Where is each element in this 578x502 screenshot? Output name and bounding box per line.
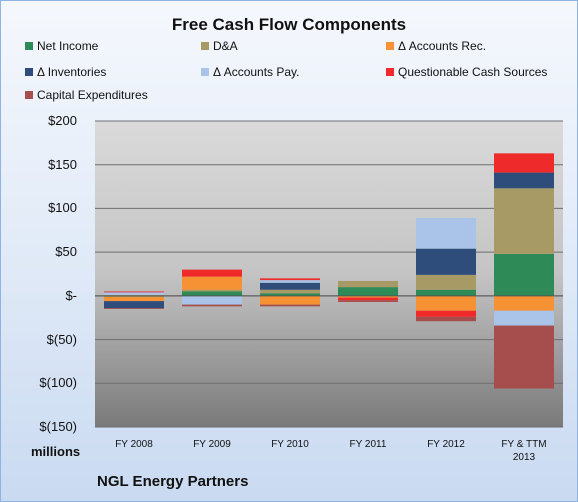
bar-segment-3-5	[416, 295, 476, 311]
bar-segment-7-3	[260, 304, 320, 307]
bar-segment-4-6	[494, 172, 554, 189]
bar-segment-5-1	[104, 292, 164, 295]
bar-segment-2-3	[260, 289, 320, 294]
bar-segment-3-1	[104, 296, 164, 302]
bar-segment-1-3	[260, 293, 320, 296]
legend-swatch	[201, 42, 209, 50]
bar-segment-2-5	[416, 274, 476, 290]
bar-segment-4-3	[260, 282, 320, 290]
legend-label: Questionable Cash Sources	[398, 65, 548, 79]
legend-swatch	[201, 68, 209, 76]
legend-label: Net Income	[37, 39, 99, 53]
bar-segment-5-2	[182, 295, 242, 305]
bar-segment-5-5	[416, 218, 476, 249]
bar-segment-3-6	[494, 295, 554, 311]
legend-item: Δ Accounts Pay.	[201, 65, 300, 79]
bar-segment-4-1	[104, 301, 164, 309]
bar-segment-2-6	[494, 188, 554, 254]
bar-segment-1-6	[494, 253, 554, 296]
x-tick-label: FY 2011	[349, 439, 387, 450]
bar-segment-6-4	[338, 297, 398, 301]
bar-segment-5-6	[494, 310, 554, 326]
bar-segment-3-3	[260, 295, 320, 305]
bar-segment-7-6	[494, 325, 554, 389]
bar-segment-2-4	[338, 280, 398, 288]
y-tick-label: $(100)	[39, 375, 77, 391]
y-tick-label: $(50)	[46, 331, 77, 347]
legend-swatch	[25, 42, 33, 50]
legend-swatch	[386, 68, 394, 76]
y-tick-label: $50	[55, 244, 77, 260]
bar-segment-7-1	[104, 308, 164, 309]
y-tick-label: $150	[48, 156, 77, 172]
company-name: NGL Energy Partners	[97, 473, 249, 490]
legend-label: Δ Accounts Pay.	[213, 65, 300, 79]
y-tick-label: $200	[48, 113, 77, 128]
bar-segment-1-5	[416, 289, 476, 296]
bar-segment-4-5	[416, 248, 476, 275]
legend-swatch	[386, 42, 394, 50]
bar-segment-5-3	[260, 280, 320, 283]
legend-label: Capital Expenditures	[37, 88, 148, 102]
legend-item: Δ Inventories	[25, 65, 106, 79]
y-tick-label: $100	[48, 200, 77, 216]
bar-segment-1-2	[182, 291, 242, 296]
x-tick-label: FY 2012	[427, 439, 465, 450]
legend-label: Δ Accounts Rec.	[398, 39, 487, 53]
bar-segment-6-1	[104, 291, 164, 293]
bar-segment-7-2	[182, 304, 242, 307]
y-tick-label: $-	[65, 287, 77, 303]
legend-item: D&A	[201, 39, 238, 53]
chart-legend: Net Income D&A Δ Accounts Rec. Δ Inventorie…	[1, 1, 577, 111]
x-tick-label: FY 2009	[193, 439, 231, 450]
bar-segment-6-3	[260, 278, 320, 281]
bar-segment-3-2	[182, 276, 242, 290]
chart-title: Free Cash Flow Components	[171, 15, 407, 34]
legend-item: Net Income	[25, 39, 98, 53]
bar-segment-7-4	[338, 300, 398, 302]
legend-label: D&A	[213, 39, 238, 53]
legend-item: Capital Expenditures	[25, 88, 148, 102]
x-tick-label: FY & TTM 2013	[501, 439, 547, 463]
legend-swatch	[25, 68, 33, 76]
bar-segment-7-5	[416, 316, 476, 322]
bar-segment-6-5	[416, 310, 476, 317]
legend-item: Questionable Cash Sources	[386, 65, 547, 79]
x-tick-label: FY 2010	[271, 439, 309, 450]
unit-label: millions	[31, 444, 81, 459]
bar-segment-1-4	[338, 287, 398, 296]
bar-segment-6-6	[494, 153, 554, 173]
bar-segment-3-4	[338, 295, 398, 298]
bar-segment-2-2	[182, 289, 242, 292]
plot-background	[95, 121, 563, 427]
x-tick-label: FY 2008	[115, 439, 153, 450]
bar-segment-6-2	[182, 269, 242, 277]
legend-swatch	[25, 91, 33, 99]
legend-label: Δ Inventories	[37, 65, 107, 79]
y-tick-label: $(150)	[39, 419, 77, 434]
legend-item: Δ Accounts Rec.	[386, 39, 486, 53]
